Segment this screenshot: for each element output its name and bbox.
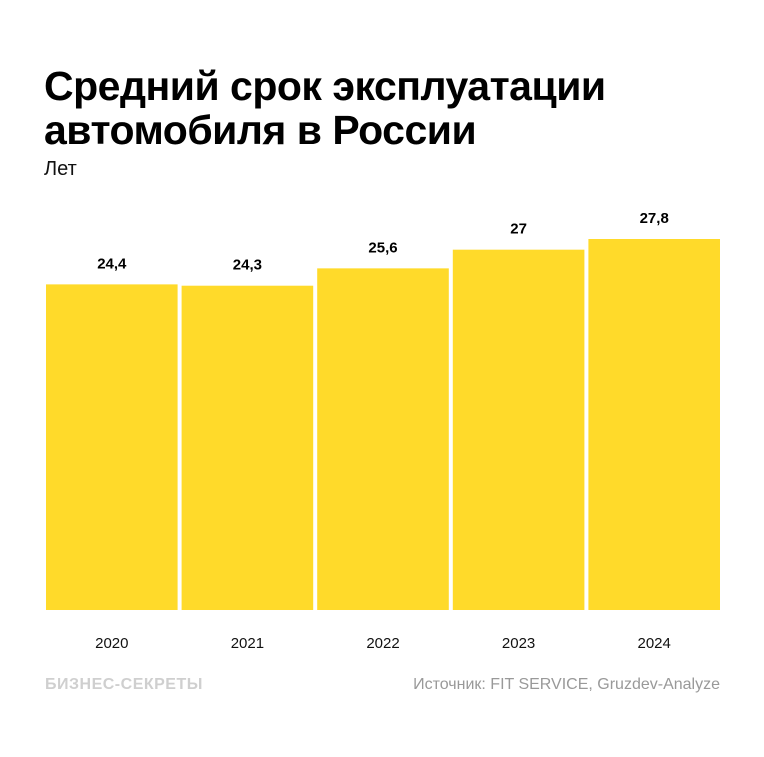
bar-2024 [588, 239, 720, 610]
value-label: 27,8 [640, 210, 669, 227]
chart-title: Средний срок эксплуатации автомобиля в Р… [44, 64, 606, 152]
x-tick-label: 2020 [95, 635, 128, 652]
source-note: Источник: FIT SERVICE, Gruzdev-Analyze [413, 676, 720, 693]
brand-logo: БИЗНЕС-СЕКРЕТЫ [45, 676, 203, 693]
value-label: 24,3 [233, 257, 262, 274]
bar-2023 [452, 249, 585, 610]
value-label: 27 [510, 221, 527, 238]
x-tick-label: 2023 [502, 635, 535, 652]
value-label: 25,6 [368, 239, 397, 256]
x-tick-label: 2022 [366, 635, 399, 652]
x-tick-label: 2021 [231, 635, 264, 652]
title-line-2: автомобиля в России [44, 107, 477, 153]
value-label: 24,4 [97, 255, 127, 272]
title-line-1: Средний срок эксплуатации [44, 63, 606, 109]
bar-2022 [317, 268, 449, 610]
bar-2020 [46, 284, 178, 610]
y-axis-label: Лет [44, 158, 77, 180]
x-tick-label: 2024 [638, 635, 671, 652]
bar-2021 [181, 285, 314, 610]
